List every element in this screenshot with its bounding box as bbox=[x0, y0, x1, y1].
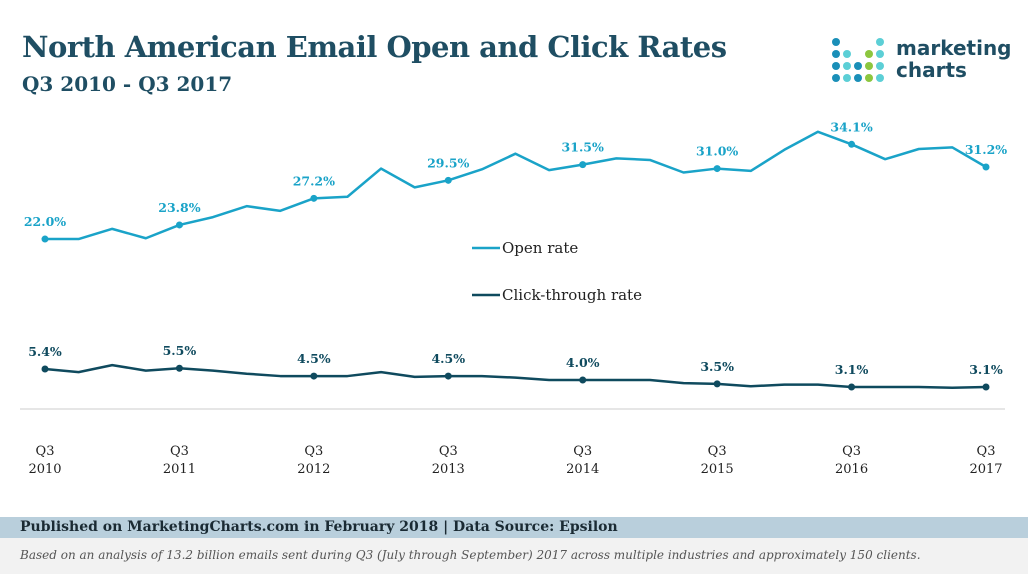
x-tick-label-quarter: Q3 bbox=[842, 444, 861, 459]
open-rate-point bbox=[310, 194, 318, 202]
marketingcharts-logo: marketing charts bbox=[832, 37, 1017, 87]
footer-note: Based on an analysis of 13.2 billion ema… bbox=[20, 548, 921, 562]
click-rate-data-label: 4.0% bbox=[566, 355, 600, 370]
open-rate-point bbox=[444, 176, 452, 184]
click-rate-point bbox=[310, 372, 318, 380]
open-rate-data-label: 31.2% bbox=[965, 142, 1007, 157]
open-rate-data-label: 31.0% bbox=[696, 144, 738, 159]
click-rate-line bbox=[44, 363, 987, 390]
x-tick-label-quarter: Q3 bbox=[170, 444, 189, 459]
click-rate-point bbox=[579, 376, 587, 384]
x-tick-label-year: 2017 bbox=[969, 462, 1002, 477]
x-tick-label-year: 2011 bbox=[163, 462, 196, 477]
click-rate-point bbox=[444, 372, 452, 380]
footer-note-bar: Based on an analysis of 13.2 billion ema… bbox=[0, 538, 1028, 574]
footer-source-bar: Published on MarketingCharts.com in Febr… bbox=[0, 517, 1028, 538]
click-rate-data-label: 4.5% bbox=[431, 351, 465, 366]
logo-word-1: marketing bbox=[896, 36, 1012, 60]
click-rate-data-label: 3.1% bbox=[969, 362, 1003, 377]
open-rate-data-label: 34.1% bbox=[830, 119, 872, 134]
click-rate-point bbox=[848, 383, 856, 391]
chart-subtitle: Q3 2010 - Q3 2017 bbox=[22, 72, 233, 96]
x-tick-label-quarter: Q3 bbox=[573, 444, 592, 459]
x-tick-label-year: 2012 bbox=[297, 462, 330, 477]
click-rate-point bbox=[982, 383, 990, 391]
logo-text: marketing charts bbox=[896, 37, 1012, 81]
legend-label-click: Click-through rate bbox=[502, 286, 642, 304]
click-rate-data-label: 5.4% bbox=[28, 344, 62, 359]
legend-label-open: Open rate bbox=[502, 239, 578, 257]
open-rate-point bbox=[713, 165, 721, 173]
open-rate-data-label: 22.0% bbox=[24, 214, 66, 229]
x-tick-label-quarter: Q3 bbox=[708, 444, 727, 459]
x-tick-label-year: 2014 bbox=[566, 462, 599, 477]
footer-source: Published on MarketingCharts.com in Febr… bbox=[20, 519, 618, 535]
click-rate-point bbox=[175, 364, 183, 372]
open-rate-line bbox=[45, 130, 987, 241]
chart-title: North American Email Open and Click Rate… bbox=[22, 30, 727, 64]
x-tick-label-year: 2010 bbox=[28, 462, 61, 477]
open-rate-data-label: 29.5% bbox=[427, 155, 469, 170]
x-tick-label-year: 2016 bbox=[835, 462, 868, 477]
open-rate-point bbox=[848, 140, 856, 148]
click-rate-data-label: 5.5% bbox=[163, 343, 197, 358]
open-rate-data-label: 31.5% bbox=[562, 140, 604, 155]
open-rate-point bbox=[579, 161, 587, 169]
click-rate-data-label: 3.1% bbox=[835, 362, 869, 377]
open-rate-point bbox=[982, 163, 990, 171]
open-rate-data-label: 27.2% bbox=[293, 173, 335, 188]
line-chart: 22.0% 23.8% 27.2% 29.5% 31.5% 31.0% 34.1% 31.2%… bbox=[20, 119, 1007, 477]
x-tick-label-quarter: Q3 bbox=[977, 444, 996, 459]
x-tick-label-year: 2013 bbox=[432, 462, 465, 477]
x-tick-label-quarter: Q3 bbox=[439, 444, 458, 459]
x-tick-label-year: 2015 bbox=[701, 462, 734, 477]
click-rate-point bbox=[713, 380, 721, 388]
logo-word-2: charts bbox=[896, 58, 967, 82]
x-tick-label-quarter: Q3 bbox=[304, 444, 323, 459]
click-rate-point bbox=[41, 365, 49, 373]
click-rate-data-label: 4.5% bbox=[297, 351, 331, 366]
open-rate-data-label: 23.8% bbox=[158, 200, 200, 215]
logo-dots-icon bbox=[832, 38, 884, 82]
click-rate-data-label: 3.5% bbox=[700, 359, 734, 374]
open-rate-point bbox=[175, 221, 183, 229]
x-tick-label-quarter: Q3 bbox=[36, 444, 55, 459]
open-rate-point bbox=[41, 235, 49, 243]
